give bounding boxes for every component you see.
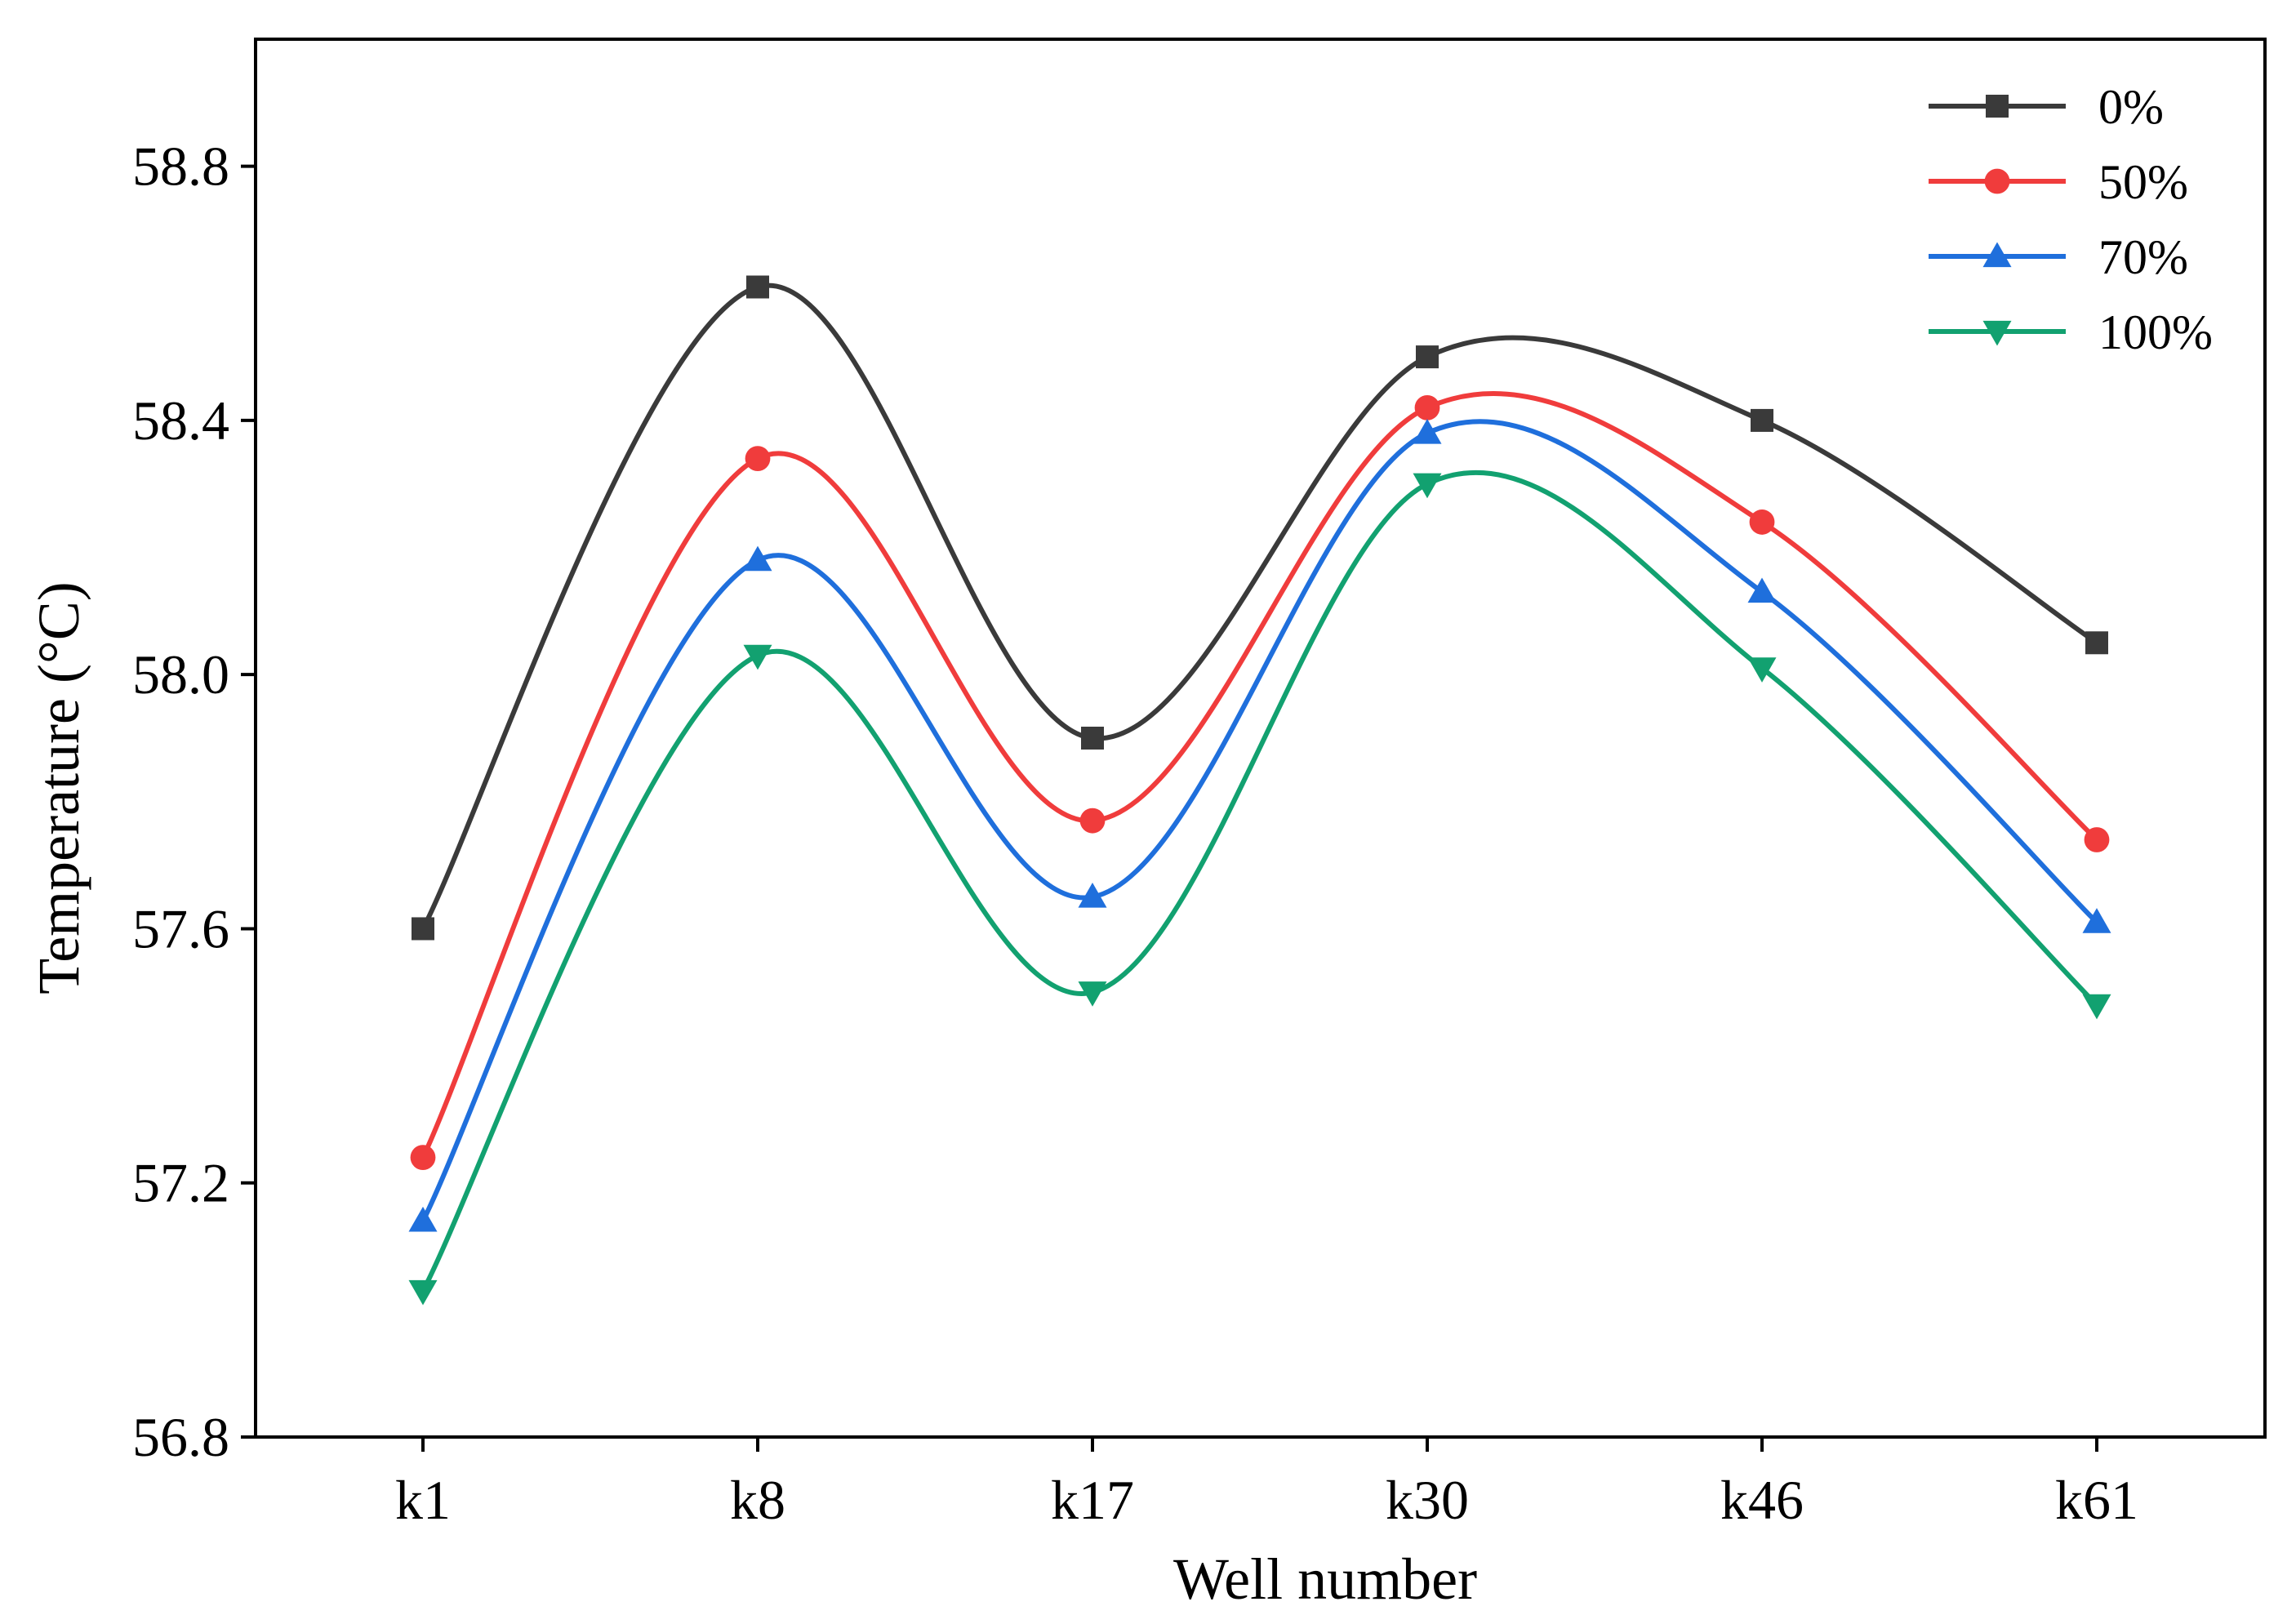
data-point [1749, 509, 1775, 535]
data-point [743, 545, 772, 572]
series-0-pct [412, 275, 2108, 941]
x-axis: k1 k8 k17 k30 k46 k61 [395, 1437, 2138, 1531]
series-100-pct [408, 470, 2111, 1306]
data-point [1078, 981, 1107, 1007]
y-tick-label: 57.2 [132, 1152, 229, 1214]
legend-marker [1982, 320, 2012, 346]
plot-frame [254, 38, 2267, 1439]
y-tick-label: 57.6 [132, 897, 229, 959]
legend-item: 0% [1929, 80, 2164, 134]
legend-marker [1986, 95, 2009, 118]
data-point [1414, 394, 1440, 420]
y-tick-label: 56.8 [132, 1406, 229, 1468]
data-point [1747, 577, 1777, 603]
data-point [746, 275, 769, 299]
data-point [1081, 727, 1104, 750]
series-70-pct [408, 418, 2111, 1232]
legend-label: 70% [2098, 230, 2188, 284]
y-tick-label: 58.0 [132, 643, 229, 705]
x-tick-label: k1 [395, 1469, 451, 1531]
data-point [1747, 657, 1777, 683]
legend-marker [1984, 168, 2010, 194]
data-point [408, 1279, 438, 1306]
x-tick-label: k30 [1386, 1469, 1469, 1531]
data-point [408, 1206, 438, 1232]
data-point [1078, 883, 1107, 908]
data-point [743, 644, 772, 670]
legend-label: 100% [2098, 305, 2213, 359]
data-point [1413, 418, 1442, 444]
data-point [745, 446, 771, 471]
legend-label: 50% [2098, 155, 2188, 209]
x-tick-label: k61 [2055, 1469, 2138, 1531]
y-axis: 56.8 57.2 57.6 58.0 58.4 58.8 [132, 136, 256, 1468]
data-point [2082, 994, 2111, 1020]
legend: 0% 50% 70% 100% [1929, 80, 2213, 359]
y-tick-label: 58.4 [132, 389, 229, 452]
legend-marker [1982, 242, 2012, 268]
series-line [420, 419, 2099, 1222]
x-axis-title: Well number [1173, 1546, 1477, 1612]
legend-item: 70% [1929, 230, 2188, 284]
data-point [410, 1145, 436, 1170]
series-50-pct [410, 391, 2110, 1170]
x-tick-label: k8 [730, 1469, 785, 1531]
data-point [1413, 473, 1442, 499]
series-line [420, 470, 2099, 1293]
legend-label: 0% [2098, 80, 2164, 134]
data-point [2084, 827, 2110, 852]
data-point [412, 917, 434, 941]
y-axis-title: Temperature (°C) [26, 581, 91, 994]
data-point [2082, 908, 2111, 933]
data-point [1079, 808, 1106, 834]
x-tick-label: k17 [1051, 1469, 1134, 1531]
data-point [1416, 345, 1439, 369]
x-tick-label: k46 [1720, 1469, 1804, 1531]
legend-item: 50% [1929, 155, 2188, 209]
data-point [1751, 408, 1773, 432]
y-tick-label: 58.8 [132, 136, 229, 198]
data-point [2085, 631, 2108, 655]
legend-item: 100% [1929, 305, 2213, 359]
series-layer [408, 275, 2111, 1306]
